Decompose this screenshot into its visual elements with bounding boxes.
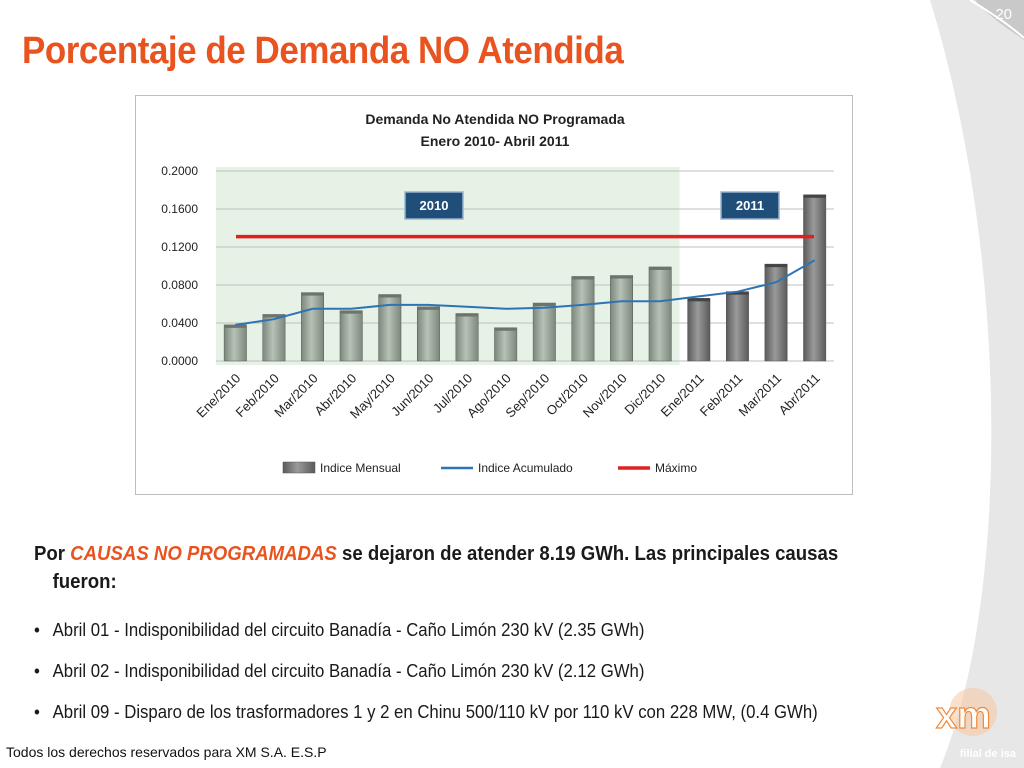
year-label: 2010 <box>420 198 449 213</box>
bar-cap <box>533 303 556 307</box>
bar-cap <box>764 264 788 268</box>
body-text: Por CAUSAS NO PROGRAMADAS se dejaron de … <box>34 540 964 733</box>
year-label-box <box>404 191 464 220</box>
bullet-symbol: • <box>34 702 40 722</box>
xm-logo-text: xm <box>936 695 991 737</box>
legend-label: Máximo <box>655 461 697 475</box>
bar-cap <box>687 298 711 302</box>
bar <box>648 266 672 362</box>
bar-cap <box>494 327 517 331</box>
bar-cap <box>262 314 286 318</box>
y-tick-label: 0.1600 <box>161 202 198 216</box>
list-item: • Abril 02 - Indisponibilidad del circuit… <box>34 651 899 692</box>
bar <box>532 302 556 362</box>
bar <box>262 314 286 362</box>
bar <box>494 327 518 362</box>
y-tick-label: 0.0000 <box>161 354 198 368</box>
legend-swatch-bar <box>282 461 316 474</box>
bullet-symbol: • <box>34 661 40 681</box>
bar-cap <box>571 276 595 280</box>
y-tick-label: 0.0800 <box>161 278 198 292</box>
list-item-text: Abril 02 - Indisponibilidad del circuito… <box>52 661 645 681</box>
year-label: 2011 <box>736 198 764 213</box>
y-tick-label: 0.0400 <box>161 316 198 330</box>
bar <box>301 292 325 362</box>
legend-label: Indice Acumulado <box>478 461 573 475</box>
bar-cap <box>301 292 324 296</box>
lead-line1-rest: se dejaron de atender 8.19 GWh. Las prin… <box>336 543 839 565</box>
lead-paragraph: Por CAUSAS NO PROGRAMADAS se dejaron de … <box>34 540 964 596</box>
xm-logo: xm <box>935 688 997 738</box>
causes-list: • Abril 01 - Indisponibilidad del circuit… <box>34 610 964 733</box>
page-number: 20 <box>995 6 1012 23</box>
legend-label: Indice Mensual <box>320 461 401 475</box>
acumulado-line <box>235 259 816 326</box>
bar-cap <box>417 306 440 310</box>
list-item: • Abril 01 - Indisponibilidad del circuit… <box>34 610 899 651</box>
bar <box>455 313 479 362</box>
y-tick-label: 0.1200 <box>161 240 198 254</box>
chart-subtitle: Enero 2010- Abril 2011 <box>421 133 570 149</box>
bar-cap <box>378 294 402 298</box>
bullet-symbol: • <box>34 620 40 640</box>
bar <box>687 298 711 362</box>
slide-title: Porcentaje de Demanda NO Atendida <box>22 30 624 72</box>
bar <box>223 324 247 362</box>
bar-cap <box>726 291 749 295</box>
bar <box>339 310 363 362</box>
bar-cap <box>455 313 479 317</box>
bar-cap <box>224 324 247 328</box>
year-label-box <box>720 191 780 220</box>
list-item: • Abril 09 - Disparo de los trasformadore… <box>34 692 899 733</box>
lead-line2: fueron: <box>52 571 117 593</box>
bar <box>803 194 827 362</box>
y-tick-label: 0.2000 <box>161 164 198 178</box>
bar <box>571 276 595 362</box>
lead-prefix: Por <box>34 543 71 565</box>
isa-tagline: filial de isa <box>959 748 1016 760</box>
x-tick-label: Mar/2011 <box>735 371 784 420</box>
lead-highlight: CAUSAS NO PROGRAMADAS <box>70 543 337 565</box>
bar-cap <box>610 275 633 279</box>
x-tick-label: Jun/2010 <box>388 371 436 419</box>
chart-svg: Demanda No Atendida NO Programada Enero 2… <box>161 111 834 475</box>
bar-cap <box>339 310 363 314</box>
list-item-text: Abril 01 - Indisponibilidad del circuito… <box>52 620 645 640</box>
bar <box>725 291 749 362</box>
bar-cap <box>803 194 826 198</box>
bar <box>416 306 440 362</box>
footer-copyright: Todos los derechos reservados para XM S.… <box>6 744 327 760</box>
chart-title: Demanda No Atendida NO Programada <box>365 111 625 127</box>
chart-frame: Demanda No Atendida NO Programada Enero 2… <box>135 95 853 495</box>
list-item-text: Abril 09 - Disparo de los trasformadores… <box>52 702 818 722</box>
bar <box>610 275 634 362</box>
x-tick-label: Abr/2011 <box>776 371 823 418</box>
bar-cap <box>648 266 672 270</box>
